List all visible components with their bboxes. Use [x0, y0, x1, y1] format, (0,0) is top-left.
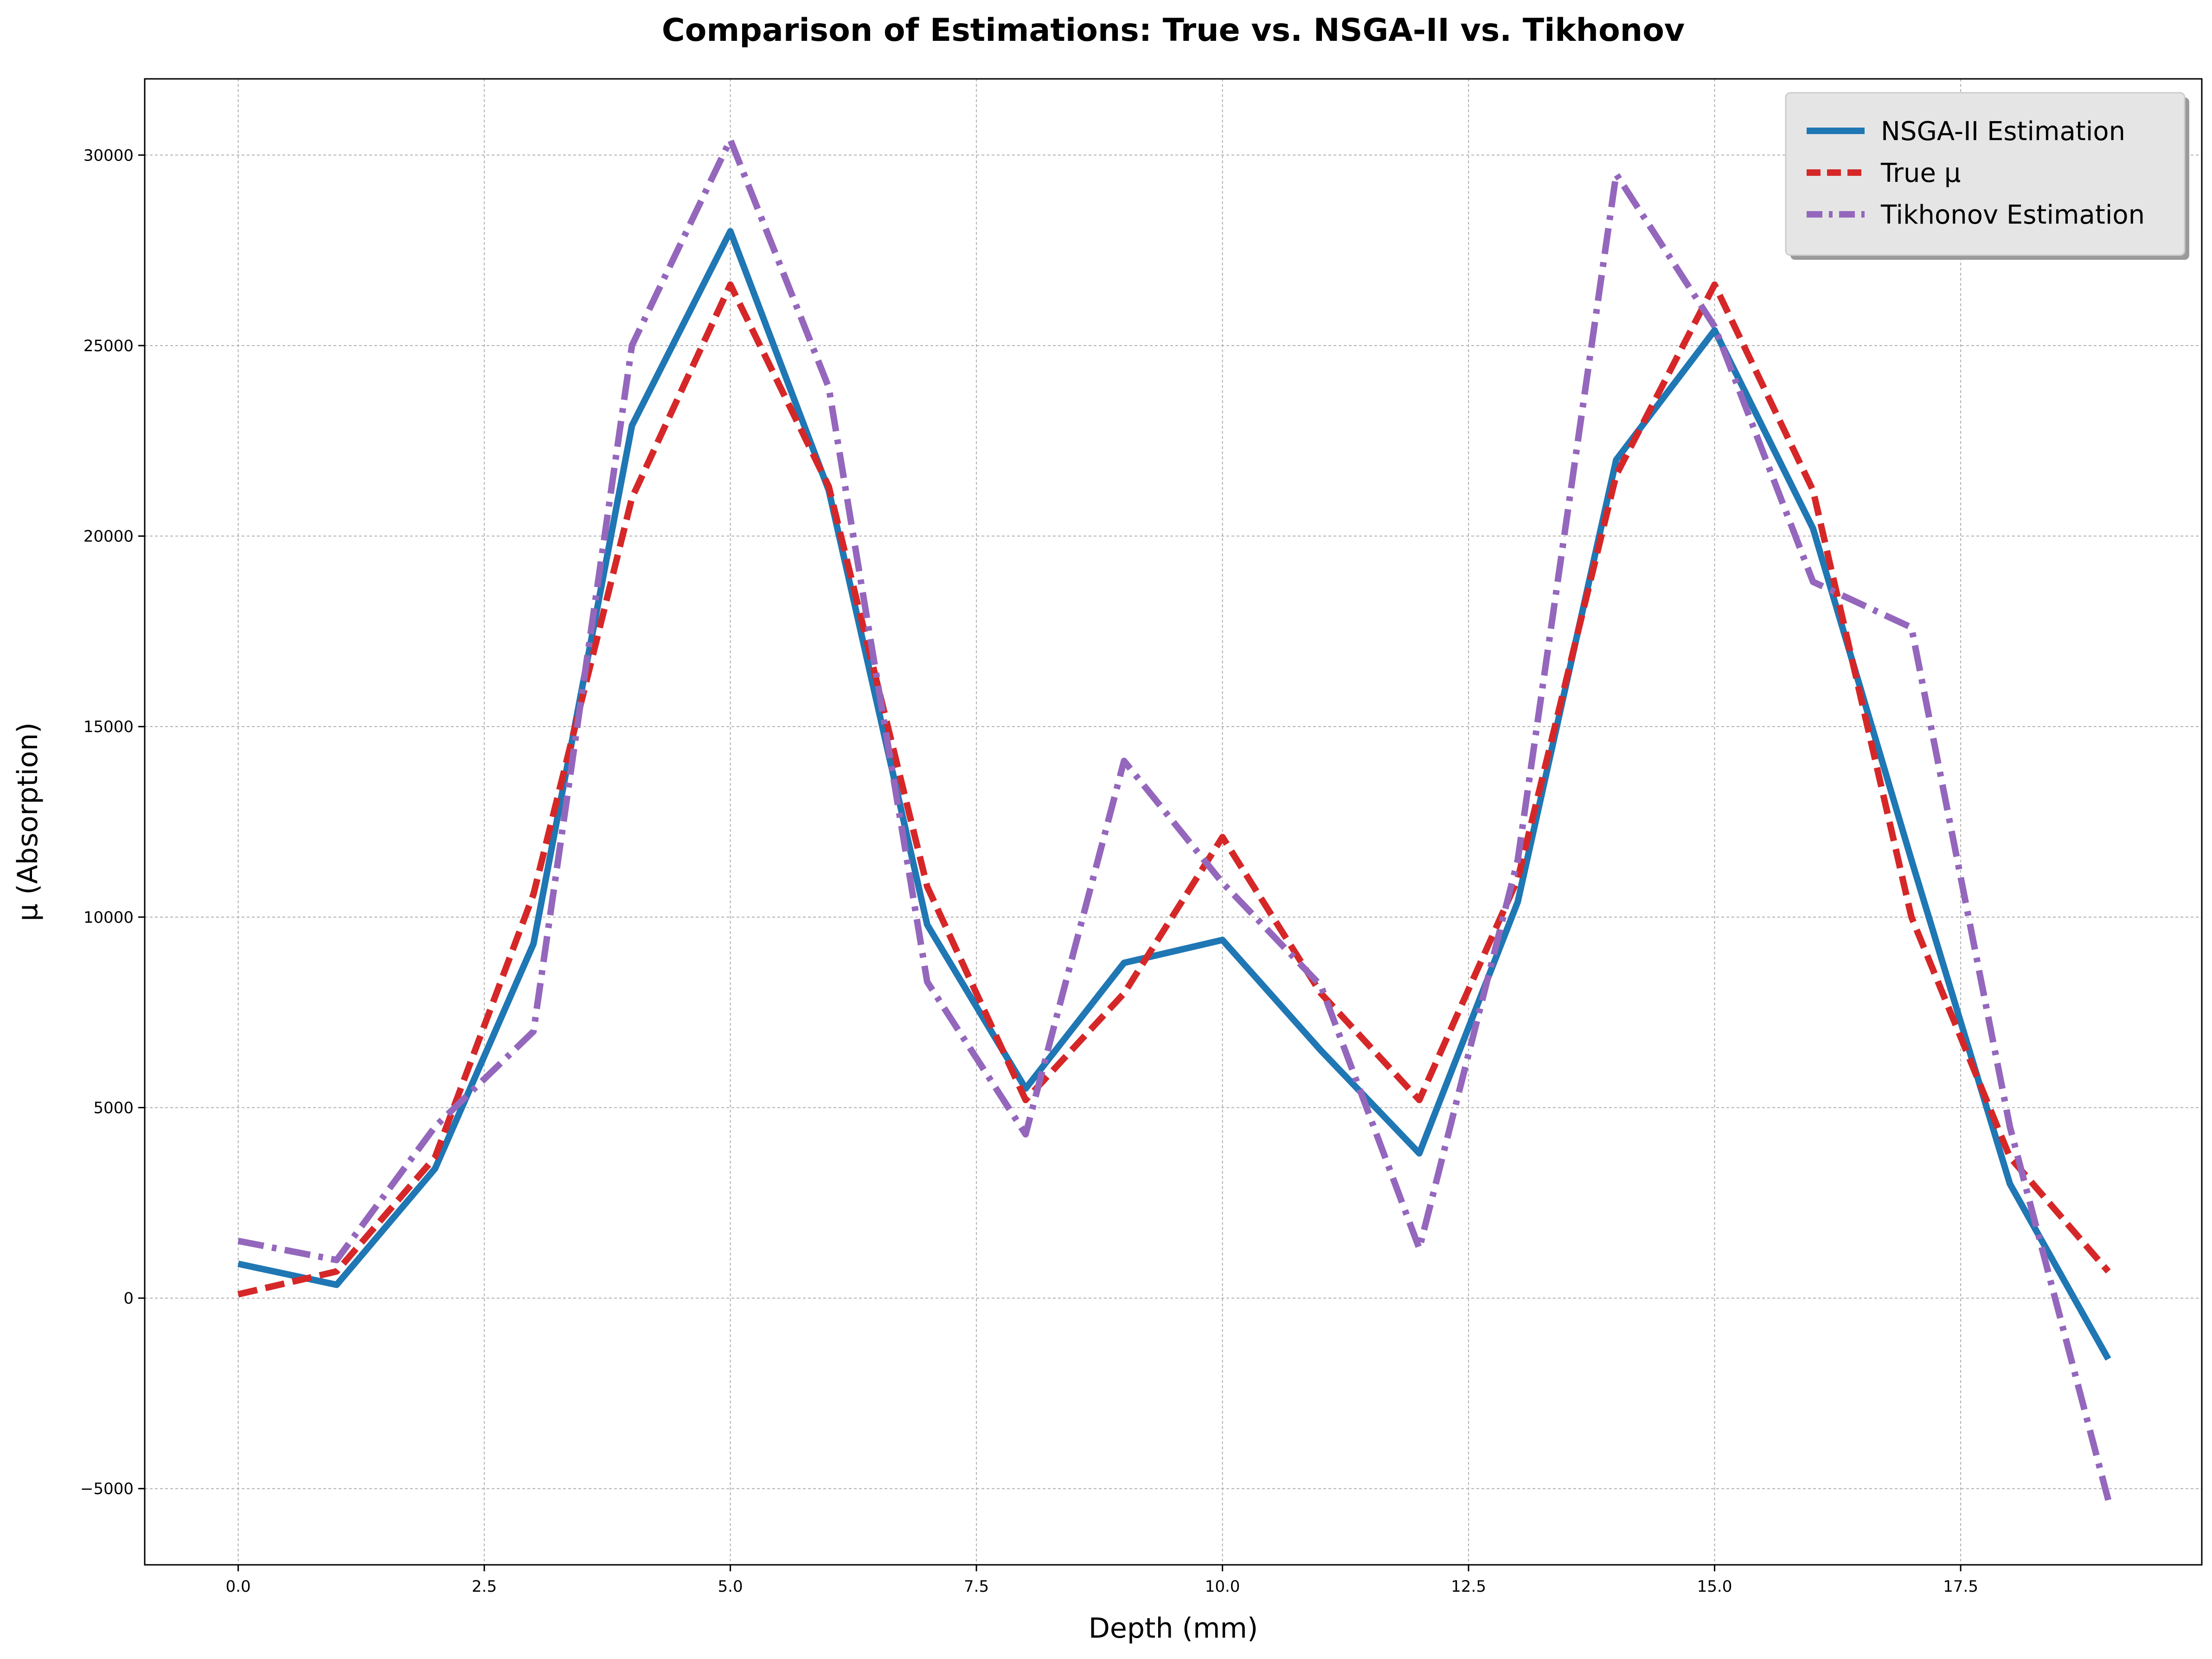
legend-entry-2: Tikhonov Estimation [1880, 200, 2145, 230]
y-tick-label: 20000 [83, 527, 134, 546]
legend-entry-1: True μ [1880, 158, 1961, 188]
y-tick-label: 10000 [83, 908, 134, 927]
x-tick-label: 17.5 [1943, 1577, 1978, 1596]
series-lines [237, 136, 2112, 1501]
series-line-0 [237, 228, 2111, 1361]
y-tick-label: 0 [123, 1289, 134, 1308]
y-tick-label: 30000 [83, 146, 134, 165]
y-tick-label: 25000 [83, 337, 134, 355]
y-tick-label: 15000 [83, 718, 134, 736]
grid-lines [145, 79, 2202, 1565]
legend: NSGA-II Estimation True μ Tikhonov Estimat… [1785, 92, 2189, 260]
axis-ticks: 0.0 2.5 5.0 7.5 10.0 12.5 15.0 17.5 −5000 0 5000 10… [80, 146, 1978, 1596]
plot-frame [144, 78, 2203, 1566]
x-axis-label: Depth (mm) [1089, 1612, 1258, 1645]
legend-entry-0: NSGA-II Estimation [1881, 116, 2125, 147]
legend-box [1785, 92, 2186, 256]
x-tick-label: 2.5 [472, 1577, 497, 1596]
x-tick-label: 15.0 [1697, 1577, 1732, 1596]
y-axis-label: μ (Absorption) [12, 722, 44, 921]
x-tick-label: 5.0 [718, 1577, 743, 1596]
y-tick-label: 5000 [93, 1099, 134, 1117]
series-line-2 [237, 136, 2112, 1501]
x-tick-label: 10.0 [1205, 1577, 1240, 1596]
chart-title: Comparison of Estimations: True vs. NSGA… [662, 12, 1685, 49]
x-tick-label: 0.0 [226, 1577, 251, 1596]
y-tick-label: −5000 [80, 1480, 134, 1498]
x-tick-label: 12.5 [1451, 1577, 1486, 1596]
x-tick-label: 7.5 [964, 1577, 989, 1596]
series-line-1 [237, 281, 2111, 1298]
